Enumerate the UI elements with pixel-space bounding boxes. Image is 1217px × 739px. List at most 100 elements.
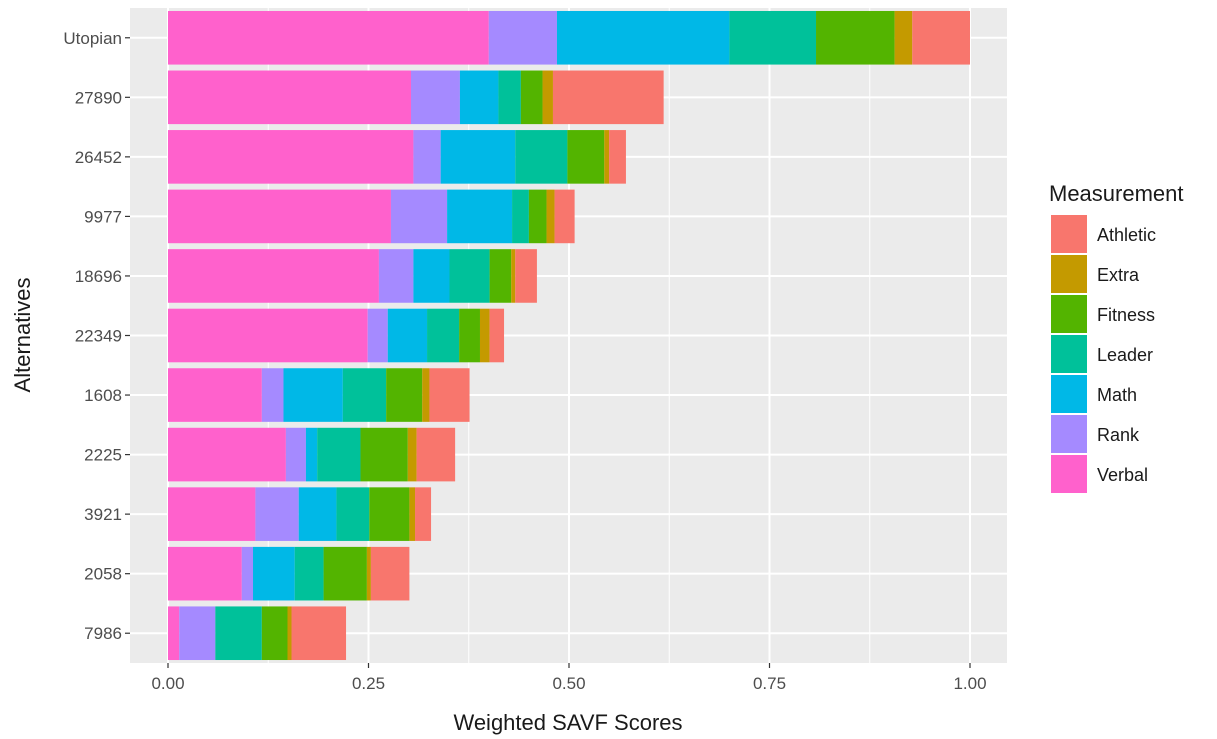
bar-segment-extra <box>407 427 417 482</box>
bar-segment-athletic <box>489 308 505 363</box>
bar-segment-verbal <box>168 70 412 125</box>
bar-segment-rank <box>390 189 448 244</box>
bar-segment-extra <box>409 487 416 541</box>
bar-segment-leader <box>427 308 460 363</box>
legend-label-athletic: Athletic <box>1097 225 1156 245</box>
bar-segment-verbal <box>168 487 256 541</box>
bar-segment-verbal <box>168 189 391 244</box>
y-tick-label: 1608 <box>84 386 122 405</box>
bars <box>168 10 970 661</box>
bar-segment-leader <box>512 189 529 244</box>
bar-segment-leader <box>317 427 361 482</box>
bar-segment-leader <box>498 70 521 125</box>
bar-segment-athletic <box>291 606 347 661</box>
bar-segment-leader <box>215 606 262 661</box>
bar-segment-fitness <box>261 606 288 661</box>
bar-segment-extra <box>511 249 516 303</box>
bar-segment-athletic <box>554 189 575 244</box>
bar-segment-rank <box>413 130 441 184</box>
bar-segment-leader <box>342 368 387 422</box>
bar-segment-verbal <box>168 308 368 363</box>
legend-key-athletic <box>1051 215 1087 253</box>
legend-label-verbal: Verbal <box>1097 465 1148 485</box>
legend-label-extra: Extra <box>1097 265 1140 285</box>
bar-segment-athletic <box>429 368 470 422</box>
bar-segment-fitness <box>323 546 367 601</box>
bar-segment-math <box>440 130 516 184</box>
bar-segment-athletic <box>609 130 626 184</box>
legend-label-rank: Rank <box>1097 425 1140 445</box>
bar-segment-math <box>556 10 730 65</box>
bar-segment-verbal <box>168 546 242 601</box>
bar-segment-extra <box>604 130 610 184</box>
y-tick-label: Utopian <box>63 29 122 48</box>
bar-segment-extra <box>894 10 913 65</box>
bar-segment-verbal <box>168 368 262 422</box>
bar-segment-extra <box>546 189 555 244</box>
bar-segment-fitness <box>459 308 480 363</box>
legend-key-rank <box>1051 415 1087 453</box>
bar-segment-math <box>413 249 450 303</box>
x-tick-label: 0.75 <box>753 674 786 693</box>
legend-label-leader: Leader <box>1097 345 1153 365</box>
y-tick-label: 7986 <box>84 624 122 643</box>
bar-segment-rank <box>367 308 388 363</box>
legend-key-verbal <box>1051 455 1087 493</box>
x-tick-label: 0.50 <box>552 674 585 693</box>
bar-segment-rank <box>261 368 284 422</box>
bar-segment-verbal <box>168 10 489 65</box>
bar-segment-verbal <box>168 427 286 482</box>
y-tick-label: 27890 <box>75 88 122 107</box>
legend-title: Measurement <box>1049 181 1184 206</box>
bar-segment-fitness <box>528 189 547 244</box>
x-tick-label: 0.25 <box>352 674 385 693</box>
x-axis-ticks: 0.00 0.25 0.50 0.75 1.00 <box>151 663 987 693</box>
bar-segment-extra <box>366 546 371 601</box>
bar-segment-athletic <box>912 10 970 65</box>
bar-segment-rank <box>378 249 414 303</box>
y-tick-label: 2225 <box>84 446 122 465</box>
bar-segment-verbal <box>168 249 379 303</box>
bar-segment-extra <box>479 308 490 363</box>
bar-segment-leader <box>294 546 324 601</box>
bar-segment-fitness <box>816 10 895 65</box>
bar-segment-leader <box>449 249 490 303</box>
legend: Measurement Athletic Extra Fitness Leader Ma… <box>1049 181 1184 493</box>
bar-segment-fitness <box>520 70 543 125</box>
bar-segment-extra <box>287 606 292 661</box>
bar-segment-fitness <box>567 130 605 184</box>
bar-segment-fitness <box>386 368 423 422</box>
legend-items: Athletic Extra Fitness Leader Math Rank Verbal <box>1051 215 1156 493</box>
bar-segment-athletic <box>416 427 456 482</box>
bar-segment-athletic <box>515 249 537 303</box>
bar-segment-verbal <box>168 130 414 184</box>
x-tick-label: 1.00 <box>953 674 986 693</box>
y-tick-label: 22349 <box>75 327 122 346</box>
y-tick-label: 26452 <box>75 148 122 167</box>
bar-segment-fitness <box>369 487 410 541</box>
bar-segment-athletic <box>370 546 410 601</box>
bar-segment-extra <box>422 368 430 422</box>
bar-segment-fitness <box>360 427 408 482</box>
bar-segment-math <box>459 70 499 125</box>
bar-segment-fitness <box>489 249 512 303</box>
y-axis-ticks: Utopian 27890 26452 9977 18696 22349 1608 2225 3… <box>63 29 130 643</box>
x-axis-title: Weighted SAVF Scores <box>453 710 682 735</box>
bar-segment-math <box>387 308 428 363</box>
legend-label-fitness: Fitness <box>1097 305 1155 325</box>
bar-segment-leader <box>729 10 817 65</box>
bar-segment-athletic <box>415 487 432 541</box>
bar-segment-math <box>447 189 513 244</box>
bar-segment-leader <box>515 130 568 184</box>
bar-segment-math <box>305 427 318 482</box>
y-tick-label: 18696 <box>75 267 122 286</box>
x-tick-label: 0.00 <box>151 674 184 693</box>
y-axis-title: Alternatives <box>10 278 35 393</box>
bar-segment-math <box>253 546 295 601</box>
bar-segment-rank <box>255 487 299 541</box>
bar-segment-rank <box>179 606 216 661</box>
bar-segment-rank <box>488 10 557 65</box>
bar-segment-rank <box>241 546 254 601</box>
legend-label-math: Math <box>1097 385 1137 405</box>
legend-key-math <box>1051 375 1087 413</box>
